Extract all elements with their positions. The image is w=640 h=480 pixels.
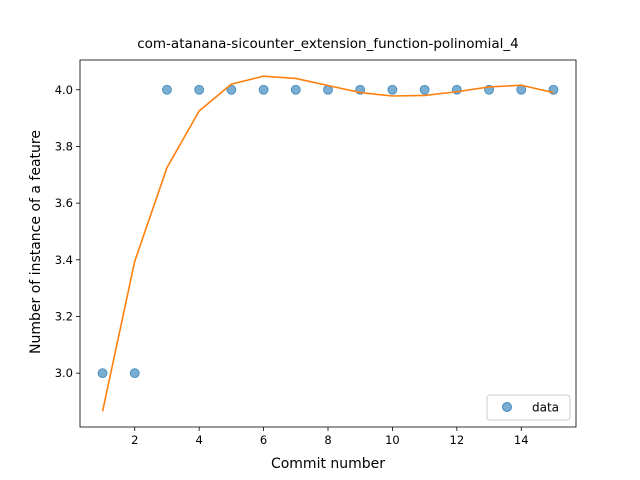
y-tick-label: 3.6 bbox=[55, 196, 73, 210]
data-point bbox=[162, 84, 172, 95]
x-tick-label: 6 bbox=[260, 433, 267, 447]
data-point bbox=[451, 84, 462, 95]
plot-area bbox=[97, 75, 559, 412]
x-axis-label: Commit number bbox=[271, 456, 385, 472]
data-point bbox=[290, 84, 301, 95]
y-axis-label: Number of instance of a feature bbox=[28, 130, 44, 354]
y-tick-label: 3.2 bbox=[55, 309, 73, 323]
x-tick-label: 2 bbox=[131, 433, 138, 447]
y-tick-label: 3.8 bbox=[55, 139, 73, 153]
y-tick-label: 4.0 bbox=[55, 83, 73, 97]
x-tick-label: 14 bbox=[514, 433, 529, 447]
x-tick-label: 8 bbox=[324, 433, 331, 447]
x-tick-label: 4 bbox=[196, 433, 203, 447]
legend-box bbox=[486, 394, 571, 421]
axes: 2 4 6 8 10 12 14 3.0 3.2 3.4 3.6 3.8 4.0 bbox=[55, 59, 577, 447]
legend: data bbox=[486, 394, 571, 421]
legend-marker bbox=[502, 402, 512, 412]
y-tick-label: 3.0 bbox=[55, 366, 73, 380]
fit-line bbox=[101, 75, 554, 412]
x-tick-label: 10 bbox=[385, 433, 400, 447]
x-tick-label: 12 bbox=[450, 433, 465, 447]
data-point bbox=[258, 84, 269, 95]
data-point bbox=[129, 368, 140, 379]
y-tick-label: 3.4 bbox=[55, 253, 73, 267]
data-point bbox=[419, 84, 430, 95]
legend-label: data bbox=[532, 401, 559, 415]
data-point bbox=[387, 84, 398, 95]
data-point bbox=[97, 368, 108, 379]
data-point bbox=[226, 84, 237, 95]
chart-title: com-atanana-sicounter_extension_function… bbox=[137, 36, 519, 52]
data-point bbox=[548, 84, 559, 95]
data-point bbox=[194, 84, 205, 95]
